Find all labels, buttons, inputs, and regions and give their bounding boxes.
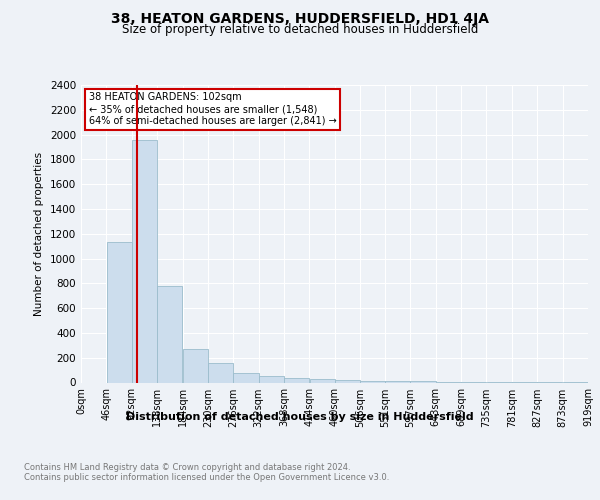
Text: 38 HEATON GARDENS: 102sqm
← 35% of detached houses are smaller (1,548)
64% of se: 38 HEATON GARDENS: 102sqm ← 35% of detac… bbox=[89, 92, 337, 126]
Text: Size of property relative to detached houses in Huddersfield: Size of property relative to detached ho… bbox=[122, 24, 478, 36]
Bar bbox=[132, 140, 157, 382]
Bar bbox=[385, 381, 410, 382]
Bar bbox=[284, 378, 309, 382]
Bar bbox=[360, 380, 385, 382]
Bar bbox=[157, 286, 182, 382]
Text: Contains HM Land Registry data © Crown copyright and database right 2024.: Contains HM Land Registry data © Crown c… bbox=[24, 462, 350, 471]
Bar bbox=[335, 380, 360, 382]
Bar bbox=[208, 364, 233, 382]
Text: Distribution of detached houses by size in Huddersfield: Distribution of detached houses by size … bbox=[126, 412, 474, 422]
Bar bbox=[259, 376, 284, 382]
Bar bbox=[182, 349, 208, 382]
Y-axis label: Number of detached properties: Number of detached properties bbox=[34, 152, 44, 316]
Bar bbox=[233, 372, 259, 382]
Bar bbox=[107, 242, 131, 382]
Text: 38, HEATON GARDENS, HUDDERSFIELD, HD1 4JA: 38, HEATON GARDENS, HUDDERSFIELD, HD1 4J… bbox=[111, 12, 489, 26]
Text: Contains public sector information licensed under the Open Government Licence v3: Contains public sector information licen… bbox=[24, 472, 389, 482]
Bar bbox=[310, 379, 335, 382]
